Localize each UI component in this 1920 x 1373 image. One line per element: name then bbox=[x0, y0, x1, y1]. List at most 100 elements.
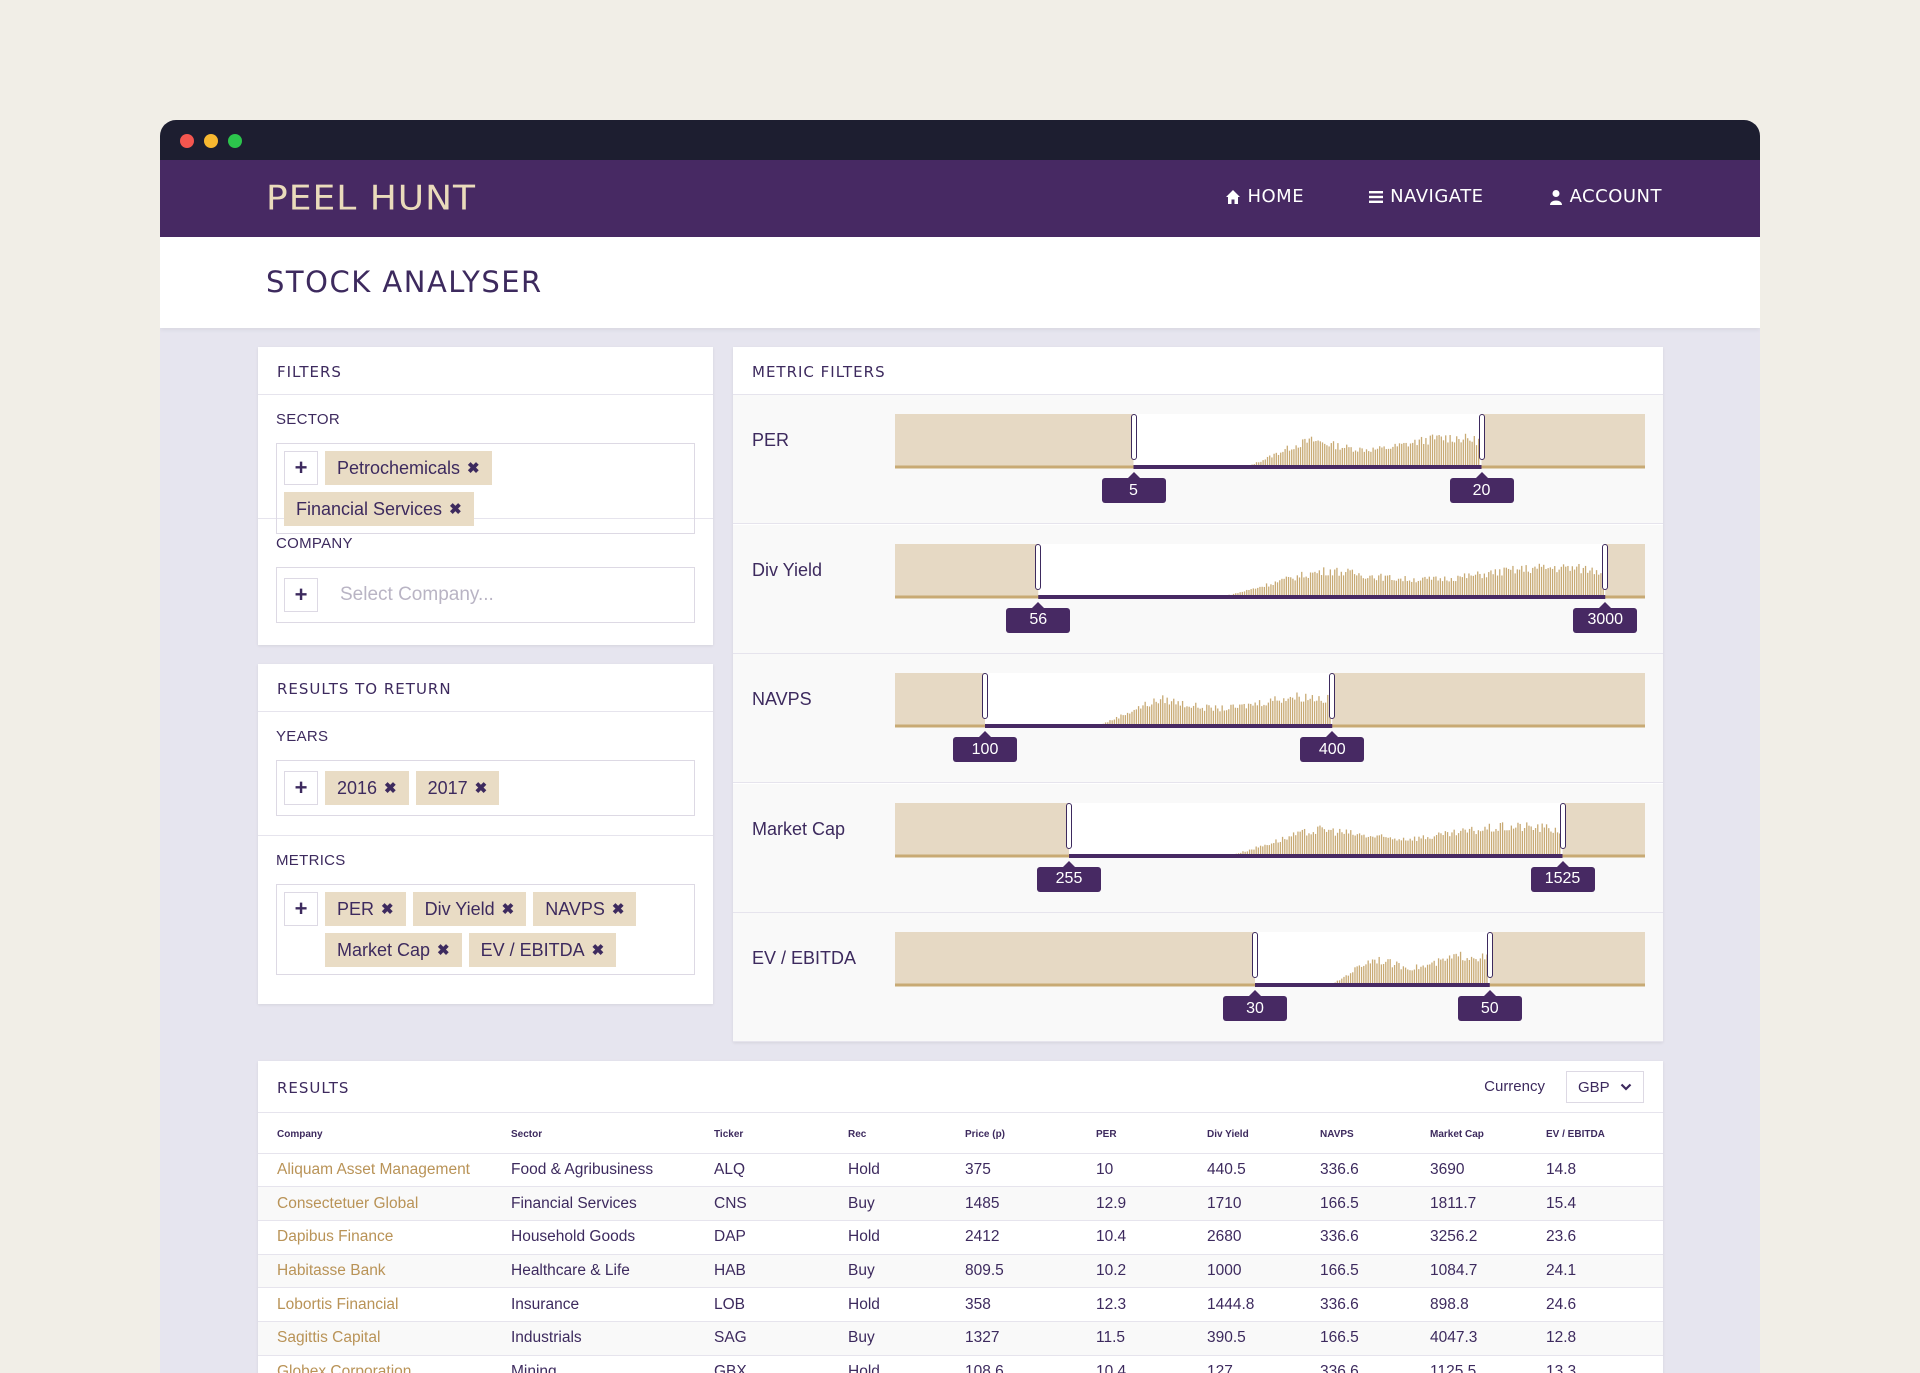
slider-min-handle[interactable] bbox=[1130, 414, 1137, 460]
company-link[interactable]: Globex Corporation bbox=[258, 1355, 511, 1373]
add-sector-button[interactable]: + bbox=[284, 451, 318, 485]
histogram-track bbox=[895, 802, 1645, 858]
table-row[interactable]: Dapibus Finance Household Goods DAP Hold 241… bbox=[258, 1220, 1663, 1255]
column-header[interactable]: Price (p) bbox=[965, 1113, 1096, 1154]
histogram-track bbox=[895, 673, 1645, 728]
table-row[interactable]: Consectetuer Global Financial Services CNS… bbox=[258, 1186, 1663, 1221]
metric-filter-label: PER bbox=[752, 430, 790, 450]
remove-tag-icon[interactable]: ✖ bbox=[467, 460, 480, 477]
table-cell: 1084.7 bbox=[1430, 1254, 1546, 1289]
table-cell: 1125.5 bbox=[1430, 1355, 1546, 1373]
column-header[interactable]: PER bbox=[1096, 1113, 1207, 1154]
column-header[interactable]: Rec bbox=[848, 1113, 965, 1154]
table-header-row: Company Sector Ticker Rec Price (p) PER Div Yi… bbox=[258, 1113, 1663, 1154]
range-slider[interactable]: 56 3000 bbox=[895, 543, 1645, 633]
add-metric-button[interactable]: + bbox=[284, 892, 318, 926]
table-cell: 1485 bbox=[965, 1186, 1096, 1221]
sector-tagbox[interactable]: + Petrochemicals ✖ Financial Services ✖ bbox=[276, 443, 695, 534]
currency-select[interactable]: GBP bbox=[1566, 1071, 1644, 1103]
remove-tag-icon[interactable]: ✖ bbox=[474, 780, 488, 797]
company-link[interactable]: Sagittis Capital bbox=[258, 1321, 511, 1356]
years-label: YEARS bbox=[276, 728, 329, 745]
column-header[interactable]: Market Cap bbox=[1430, 1113, 1546, 1154]
brand-logo[interactable]: PEEL HUNT bbox=[266, 179, 477, 218]
remove-tag-icon[interactable]: ✖ bbox=[591, 942, 605, 959]
table-cell: 12.8 bbox=[1546, 1321, 1663, 1356]
metric-tag: PER ✖ bbox=[325, 892, 406, 926]
window-titlebar bbox=[160, 120, 1760, 160]
metric-filter-row: NAVPS 100 400 bbox=[733, 654, 1663, 783]
remove-tag-icon[interactable]: ✖ bbox=[449, 501, 462, 518]
year-tag: 2017 ✖ bbox=[415, 771, 500, 805]
remove-tag-icon[interactable]: ✖ bbox=[501, 901, 515, 918]
company-field: COMPANY + Select Company... bbox=[258, 519, 713, 639]
column-header[interactable]: NAVPS bbox=[1320, 1113, 1430, 1154]
maximize-window-button[interactable] bbox=[228, 134, 242, 148]
table-row[interactable]: Globex Corporation Mining GBX Hold 108.6 10.4… bbox=[258, 1355, 1663, 1373]
remove-tag-icon[interactable]: ✖ bbox=[611, 901, 625, 918]
nav-account-label: ACCOUNT bbox=[1569, 186, 1662, 207]
slider-min-handle[interactable] bbox=[1066, 802, 1072, 849]
range-slider[interactable]: 5 20 bbox=[895, 414, 1645, 503]
sector-tag: Financial Services ✖ bbox=[284, 492, 474, 526]
column-header[interactable]: EV / EBITDA bbox=[1546, 1113, 1663, 1154]
add-company-button[interactable]: + bbox=[284, 578, 318, 612]
table-row[interactable]: Habitasse Bank Healthcare & Life HAB Buy 809… bbox=[258, 1254, 1663, 1289]
currency-label: Currency bbox=[1484, 1078, 1545, 1095]
slider-min-handle[interactable] bbox=[982, 673, 988, 719]
company-select[interactable]: + Select Company... bbox=[276, 567, 695, 623]
metric-filter-row: EV / EBITDA 30 50 bbox=[733, 913, 1663, 1042]
company-link[interactable]: Dapibus Finance bbox=[258, 1220, 511, 1255]
slider-min-value: 100 bbox=[953, 737, 1017, 762]
range-slider[interactable]: 255 1525 bbox=[895, 802, 1645, 892]
nav-account[interactable]: ACCOUNT bbox=[1548, 186, 1662, 207]
add-year-button[interactable]: + bbox=[284, 771, 318, 805]
selected-track-line bbox=[1255, 983, 1490, 987]
nav-navigate[interactable]: NAVIGATE bbox=[1368, 186, 1483, 207]
table-cell: Buy bbox=[848, 1254, 965, 1289]
company-link[interactable]: Habitasse Bank bbox=[258, 1254, 511, 1289]
table-row[interactable]: Aliquam Asset Management Food & Agribusin… bbox=[258, 1153, 1663, 1188]
company-link[interactable]: Lobortis Financial bbox=[258, 1287, 511, 1322]
table-cell: 108.6 bbox=[965, 1355, 1096, 1373]
company-link[interactable]: Aliquam Asset Management bbox=[258, 1153, 511, 1188]
metric-filter-row: Market Cap 255 1525 bbox=[733, 783, 1663, 913]
column-header[interactable]: Ticker bbox=[714, 1113, 848, 1154]
currency-value: GBP bbox=[1578, 1078, 1610, 1096]
column-header[interactable]: Sector bbox=[511, 1113, 714, 1154]
slider-min-handle[interactable] bbox=[1252, 932, 1258, 978]
slider-max-handle[interactable] bbox=[1559, 802, 1566, 849]
sector-tag-label: Petrochemicals bbox=[337, 457, 461, 478]
slider-max-handle[interactable] bbox=[1478, 414, 1485, 460]
slider-max-handle[interactable] bbox=[1602, 543, 1609, 590]
minimize-window-button[interactable] bbox=[204, 134, 218, 148]
nav-navigate-label: NAVIGATE bbox=[1390, 186, 1484, 207]
range-slider[interactable]: 30 50 bbox=[895, 932, 1645, 1021]
sector-tag: Petrochemicals ✖ bbox=[325, 451, 492, 485]
column-header[interactable]: Div Yield bbox=[1207, 1113, 1320, 1154]
table-cell: 10.4 bbox=[1096, 1355, 1207, 1373]
table-cell: LOB bbox=[714, 1287, 848, 1322]
years-tagbox[interactable]: + 2016 ✖ 2017 ✖ bbox=[276, 760, 695, 816]
table-cell: 336.6 bbox=[1320, 1220, 1430, 1255]
table-row[interactable]: Sagittis Capital Industrials SAG Buy 1327 11.… bbox=[258, 1321, 1663, 1356]
table-cell: Hold bbox=[848, 1153, 965, 1188]
metric-tag-label: EV / EBITDA bbox=[480, 939, 585, 960]
slider-max-handle[interactable] bbox=[1486, 932, 1493, 978]
remove-tag-icon[interactable]: ✖ bbox=[437, 942, 450, 959]
table-cell: 2680 bbox=[1207, 1220, 1320, 1255]
slider-min-handle[interactable] bbox=[1035, 543, 1042, 590]
remove-tag-icon[interactable]: ✖ bbox=[381, 901, 394, 918]
metric-filters-panel: METRIC FILTERS PER 5 20 Div Yield 56 3000 NAVP… bbox=[733, 347, 1663, 1042]
company-link[interactable]: Consectetuer Global bbox=[258, 1186, 511, 1221]
table-row[interactable]: Lobortis Financial Insurance LOB Hold 358 12.… bbox=[258, 1287, 1663, 1322]
slider-max-handle[interactable] bbox=[1329, 673, 1336, 719]
slider-max-value: 1525 bbox=[1530, 866, 1595, 892]
range-slider[interactable]: 100 400 bbox=[895, 673, 1645, 762]
column-header[interactable]: Company bbox=[258, 1113, 511, 1154]
top-navbar: PEEL HUNT HOME NAVIGATE ACCOUNT bbox=[160, 160, 1760, 237]
remove-tag-icon[interactable]: ✖ bbox=[384, 780, 397, 797]
close-window-button[interactable] bbox=[180, 134, 194, 148]
nav-home[interactable]: HOME bbox=[1225, 186, 1304, 207]
metrics-tagbox[interactable]: + PER ✖ Div Yield ✖ NAVPS ✖ Market Cap ✖ EV … bbox=[276, 884, 695, 975]
